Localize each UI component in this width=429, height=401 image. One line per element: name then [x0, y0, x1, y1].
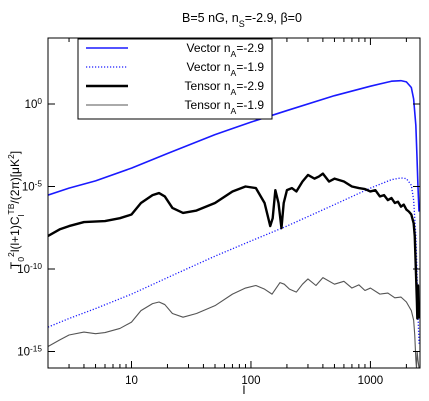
series-line-3	[48, 172, 420, 320]
series-line-2	[48, 177, 420, 344]
y-tick-label: 10-15	[17, 344, 42, 359]
legend-box	[77, 38, 273, 120]
x-tick-label: 1000	[358, 375, 384, 387]
svg-text:T02l(l+1)ClTB/(2π)[μK2]: T02l(l+1)ClTB/(2π)[μK2]	[6, 151, 26, 269]
x-tick-label: 10	[125, 375, 138, 387]
legend-label-1: Vector nA=-2.9	[187, 41, 265, 59]
legend-label-3: Tensor nA=-2.9	[185, 79, 265, 97]
x-tick-label: 100	[241, 375, 260, 387]
plot-frame	[47, 37, 421, 369]
y-axis-label: T02l(l+1)ClTB/(2π)[μK2]	[6, 151, 26, 269]
y-tick-label: 10-5	[22, 179, 43, 194]
legend-label-4: Tensor nA=-1.9	[185, 98, 265, 116]
x-axis-label: l	[243, 383, 246, 397]
series-line-4	[48, 277, 420, 368]
chart-title: B=5 nG, nS=-2.9, β=0	[182, 11, 302, 29]
y-tick-label: 10-10	[17, 262, 42, 277]
legend-label-2: Vector nA=-1.9	[187, 60, 265, 78]
series-line-1	[48, 79, 420, 212]
y-tick-label: 100	[25, 97, 43, 112]
